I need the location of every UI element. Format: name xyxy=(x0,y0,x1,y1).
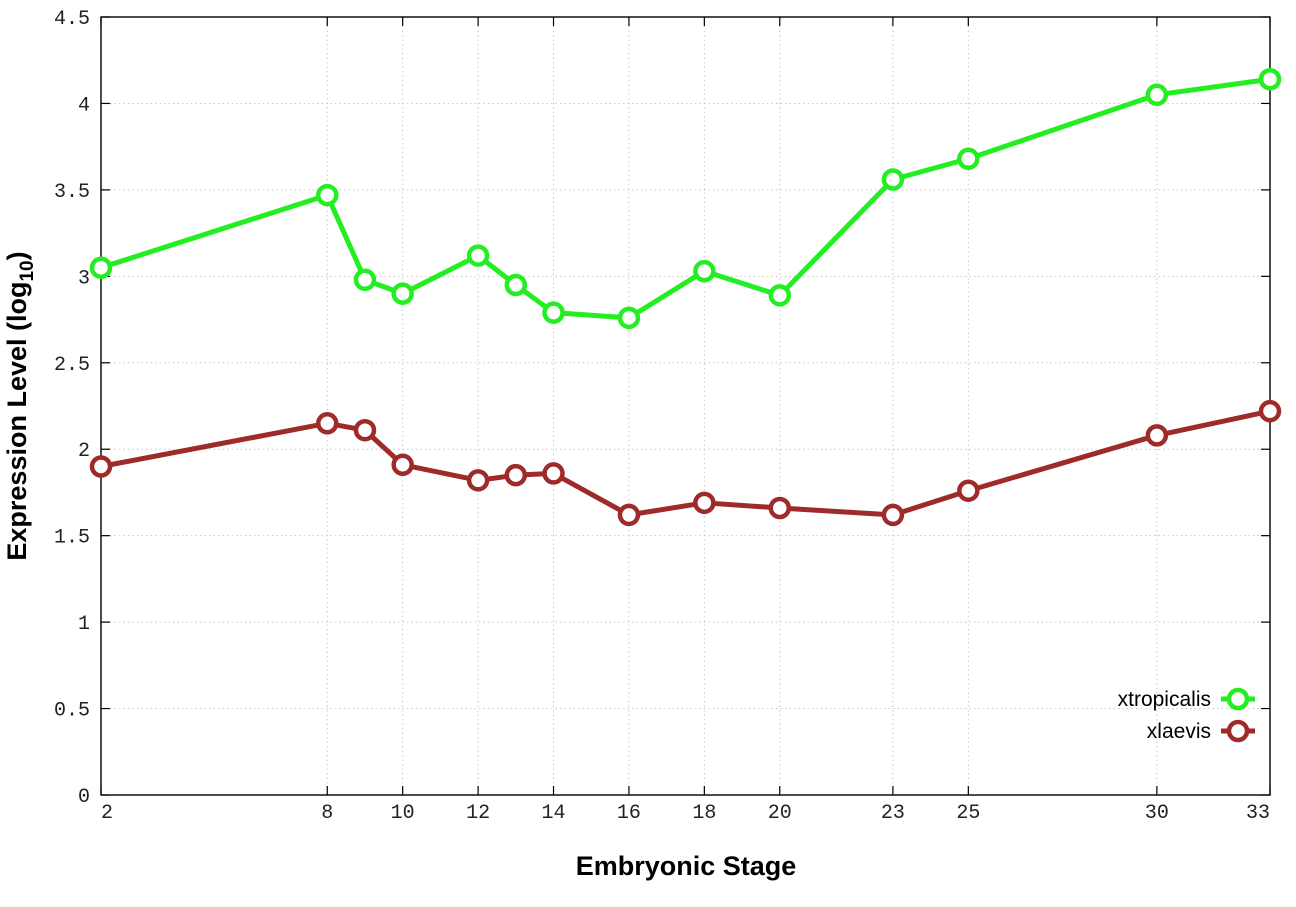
data-point-xlaevis xyxy=(768,496,792,520)
data-point-xtropicalis xyxy=(768,284,792,307)
data-point-xtropicalis xyxy=(89,256,113,279)
y-tick-label: 4.5 xyxy=(54,8,90,31)
series-xlaevis xyxy=(89,399,1282,527)
y-axis-title-subscript: 10 xyxy=(17,260,38,281)
data-point-xlaevis xyxy=(353,418,377,442)
legend-swatch-marker xyxy=(1226,687,1250,711)
y-axis-title: Expression Level (log10) xyxy=(2,251,38,560)
y-tick-label: 3 xyxy=(78,267,90,290)
legend-label: xlaevis xyxy=(1147,720,1211,743)
grid xyxy=(101,17,1270,795)
data-point-xlaevis xyxy=(316,412,339,435)
data-point-xtropicalis xyxy=(504,273,528,297)
y-tick-label: 0.5 xyxy=(54,700,90,723)
x-tick-label: 25 xyxy=(956,802,980,825)
legend-label: xtropicalis xyxy=(1118,688,1211,711)
data-point-xlaevis xyxy=(1258,399,1282,423)
data-point-xlaevis xyxy=(881,503,905,527)
series-group xyxy=(89,67,1282,527)
y-tick-label: 4 xyxy=(78,94,90,117)
data-point-xlaevis xyxy=(693,491,716,515)
data-point-xlaevis xyxy=(504,463,528,487)
data-point-xtropicalis xyxy=(693,259,716,283)
data-point-xtropicalis xyxy=(957,147,980,171)
series-xtropicalis xyxy=(89,67,1282,330)
x-tick-label: 2 xyxy=(101,802,113,825)
data-point-xtropicalis xyxy=(466,244,490,267)
x-tick-label: 8 xyxy=(321,802,333,825)
x-tick-label: 12 xyxy=(466,802,490,825)
data-point-xtropicalis xyxy=(316,183,339,207)
y-tick-label: 2 xyxy=(78,440,90,463)
legend-swatch-marker xyxy=(1226,719,1250,743)
series-line-xlaevis xyxy=(98,408,1273,518)
data-point-xlaevis xyxy=(617,503,641,527)
data-point-xtropicalis xyxy=(1145,83,1169,107)
legend-entry-xtropicalis: xtropicalis xyxy=(1118,687,1255,711)
x-tick-label: 20 xyxy=(768,802,792,825)
data-point-xtropicalis xyxy=(617,306,641,330)
tick-labels: 0 0.5 1 1.5 2 2.5 3 3.5 4 4.5 2 8 10 12 14 16 18 20 23 25 30… xyxy=(54,8,1270,825)
data-point-xtropicalis xyxy=(881,168,905,191)
x-tick-label: 23 xyxy=(881,802,905,825)
x-tick-label: 10 xyxy=(391,802,415,825)
data-point-xlaevis xyxy=(89,455,113,478)
data-point-xtropicalis xyxy=(391,282,414,305)
y-tick-label: 2.5 xyxy=(54,354,90,377)
y-tick-label: 3.5 xyxy=(54,181,90,204)
legend: xtropicalis xlaevis xyxy=(1118,687,1255,743)
data-point-xlaevis xyxy=(466,469,490,492)
data-point-xtropicalis xyxy=(353,268,377,292)
x-tick-label: 33 xyxy=(1246,802,1270,825)
x-tick-label: 14 xyxy=(542,802,566,825)
data-point-xlaevis xyxy=(391,453,414,477)
axes xyxy=(100,16,1271,796)
data-point-xtropicalis xyxy=(1258,67,1282,91)
data-point-xlaevis xyxy=(542,462,565,485)
data-point-xlaevis xyxy=(1145,424,1169,447)
legend-entry-xlaevis: xlaevis xyxy=(1147,719,1255,743)
plot-frame xyxy=(100,16,1271,796)
x-tick-label: 16 xyxy=(617,802,641,825)
x-tick-label: 30 xyxy=(1145,802,1169,825)
y-tick-label: 1.5 xyxy=(54,527,90,550)
x-tick-label: 18 xyxy=(692,802,716,825)
y-tick-label: 1 xyxy=(78,613,90,636)
data-point-xtropicalis xyxy=(542,301,565,324)
y-tick-label: 0 xyxy=(78,786,90,809)
data-point-xlaevis xyxy=(957,479,980,502)
x-axis-title: Embryonic Stage xyxy=(576,851,797,881)
series-line-xtropicalis xyxy=(98,76,1273,321)
